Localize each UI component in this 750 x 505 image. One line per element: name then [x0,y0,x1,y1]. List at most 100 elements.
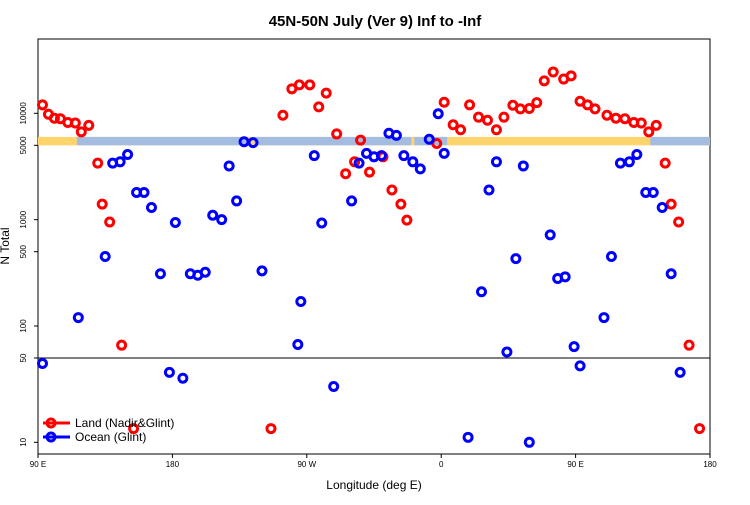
land-point [364,166,376,178]
ocean-point [223,160,235,172]
x-tick-label: 90 E [567,460,583,469]
land-point [447,119,459,131]
ocean-point [483,184,495,196]
y-tick-label: 50 [19,353,28,362]
ocean-point [122,148,134,160]
land-point [104,216,116,228]
land-point [438,96,450,108]
ocean-point [407,156,419,168]
ocean-point [145,202,157,214]
land-point [75,126,87,138]
legend-ocean-marker [45,431,57,443]
band-ocean-segment [76,136,248,146]
land-point [619,113,631,125]
ocean-point [375,150,387,162]
land-point [659,157,671,169]
ocean-point [346,195,358,207]
ocean-point [247,137,259,149]
x-tick-label: 90 W [297,460,316,469]
legend-ocean-label: Ocean (Glint) [75,430,146,444]
ocean-point [295,295,307,307]
x-axis-label: Longitude (deg E) [326,478,421,492]
land-point [69,117,81,129]
band-ocean-segment [254,136,412,146]
land-point [455,124,467,136]
land-point [665,198,677,210]
land-point [277,109,289,121]
ocean-point [414,163,426,175]
y-axis-upper: 100 500 1000 5000 10000 [19,102,38,333]
land-point [320,87,332,99]
land-point [48,112,60,124]
series-land [36,66,706,435]
land-point [265,423,277,435]
land-point [589,103,601,115]
land-point [547,66,559,78]
y-axis-lower: 10 50 [19,353,38,447]
land-point [538,75,550,87]
data-marks [36,66,706,448]
ocean-point [316,217,328,229]
land-point [395,198,407,210]
x-axis: 90 E 180 90 W 0 90 E 180 [30,454,717,469]
x-tick-label: 90 E [30,460,46,469]
ocean-point [574,360,586,372]
ocean-point [598,312,610,324]
ocean-point [292,338,304,350]
land-point [610,112,622,124]
land-point [565,70,577,82]
ocean-point [559,271,571,283]
y-tick-label: 500 [19,244,28,258]
ocean-point [674,366,686,378]
land-point [490,124,502,136]
ocean-point [544,229,556,241]
ocean-point [614,157,626,169]
land-point [523,103,535,115]
land-point [355,134,367,146]
ocean-point [99,251,111,263]
y-tick-label: 5000 [19,136,28,154]
land-point [643,126,655,138]
series-ocean [36,108,686,448]
land-point [531,97,543,109]
y-tick-label: 1000 [19,210,28,228]
legend-land-marker [45,417,57,429]
land-point [481,114,493,126]
x-tick-label: 0 [439,460,444,469]
ocean-point [605,251,617,263]
ocean-point [207,209,219,221]
land-point [673,216,685,228]
y-tick-label: 10 [19,437,28,446]
ocean-point [36,358,48,370]
land-point [386,184,398,196]
land-point [304,79,316,91]
land-point [36,99,48,111]
ocean-point [169,217,181,229]
land-point [650,119,662,131]
x-tick-label: 180 [703,460,717,469]
ocean-point [490,156,502,168]
land-point [514,103,526,115]
band-ocean-segment [414,136,448,146]
ocean-point [256,265,268,277]
ocean-point [656,202,668,214]
y-axis-label: N Total [0,227,12,264]
land-point [340,168,352,180]
land-point [683,339,695,351]
ocean-point [462,431,474,443]
plot-frame [37,38,711,455]
ocean-point [138,187,150,199]
land-point [635,117,647,129]
chart-title: 45N-50N July (Ver 9) Inf to -Inf [269,13,483,30]
ocean-point [438,147,450,159]
land-point [694,423,706,435]
ocean-point [216,214,228,226]
ocean-point [154,268,166,280]
ocean-point [398,150,410,162]
legend-land-label: Land (Nadir&Glint) [75,416,174,430]
land-point [83,119,95,131]
ocean-point [501,346,513,358]
ocean-point [423,133,435,145]
